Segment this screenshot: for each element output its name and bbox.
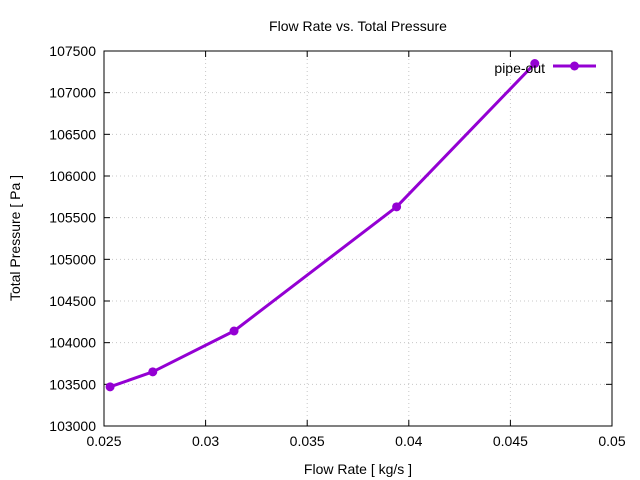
- y-tick-label: 104500: [49, 293, 96, 309]
- x-tick-label: 0.025: [86, 433, 121, 449]
- y-axis-title: Total Pressure [ Pa ]: [7, 175, 23, 301]
- data-point: [105, 382, 115, 392]
- data-point: [392, 202, 402, 212]
- x-tick-label: 0.04: [395, 433, 422, 449]
- data-point: [148, 367, 158, 377]
- y-tick-label: 104000: [49, 335, 96, 351]
- y-tick-label: 105000: [49, 251, 96, 267]
- plot-frame: [103, 50, 613, 427]
- x-tick-label: 0.035: [290, 433, 325, 449]
- legend: pipe-out: [494, 60, 596, 76]
- legend-label: pipe-out: [494, 60, 545, 76]
- x-tick-label: 0.03: [192, 433, 219, 449]
- x-axis-title: Flow Rate [ kg/s ]: [304, 461, 412, 477]
- y-tick-label: 107000: [49, 85, 96, 101]
- legend-marker: [570, 61, 579, 71]
- y-tick-label: 106500: [49, 126, 96, 142]
- y-tick-label: 107500: [49, 43, 96, 59]
- data-point: [530, 59, 540, 68]
- data-series: [105, 59, 540, 392]
- x-tick-labels: 0.025 0.03 0.035 0.04 0.045 0.05: [86, 433, 625, 449]
- x-tick-label: 0.045: [493, 433, 528, 449]
- y-tick-label: 105500: [49, 210, 96, 226]
- grid-lines: [104, 51, 612, 426]
- y-tick-labels: 103000 103500 104000 104500 105000 105500 1060…: [49, 43, 96, 434]
- x-tick-label: 0.05: [598, 433, 625, 449]
- y-tick-label: 103000: [49, 418, 96, 434]
- y-tick-label: 106000: [49, 168, 96, 184]
- chart-title: Flow Rate vs. Total Pressure: [269, 18, 447, 34]
- y-tick-label: 103500: [49, 376, 96, 392]
- data-point: [229, 326, 239, 336]
